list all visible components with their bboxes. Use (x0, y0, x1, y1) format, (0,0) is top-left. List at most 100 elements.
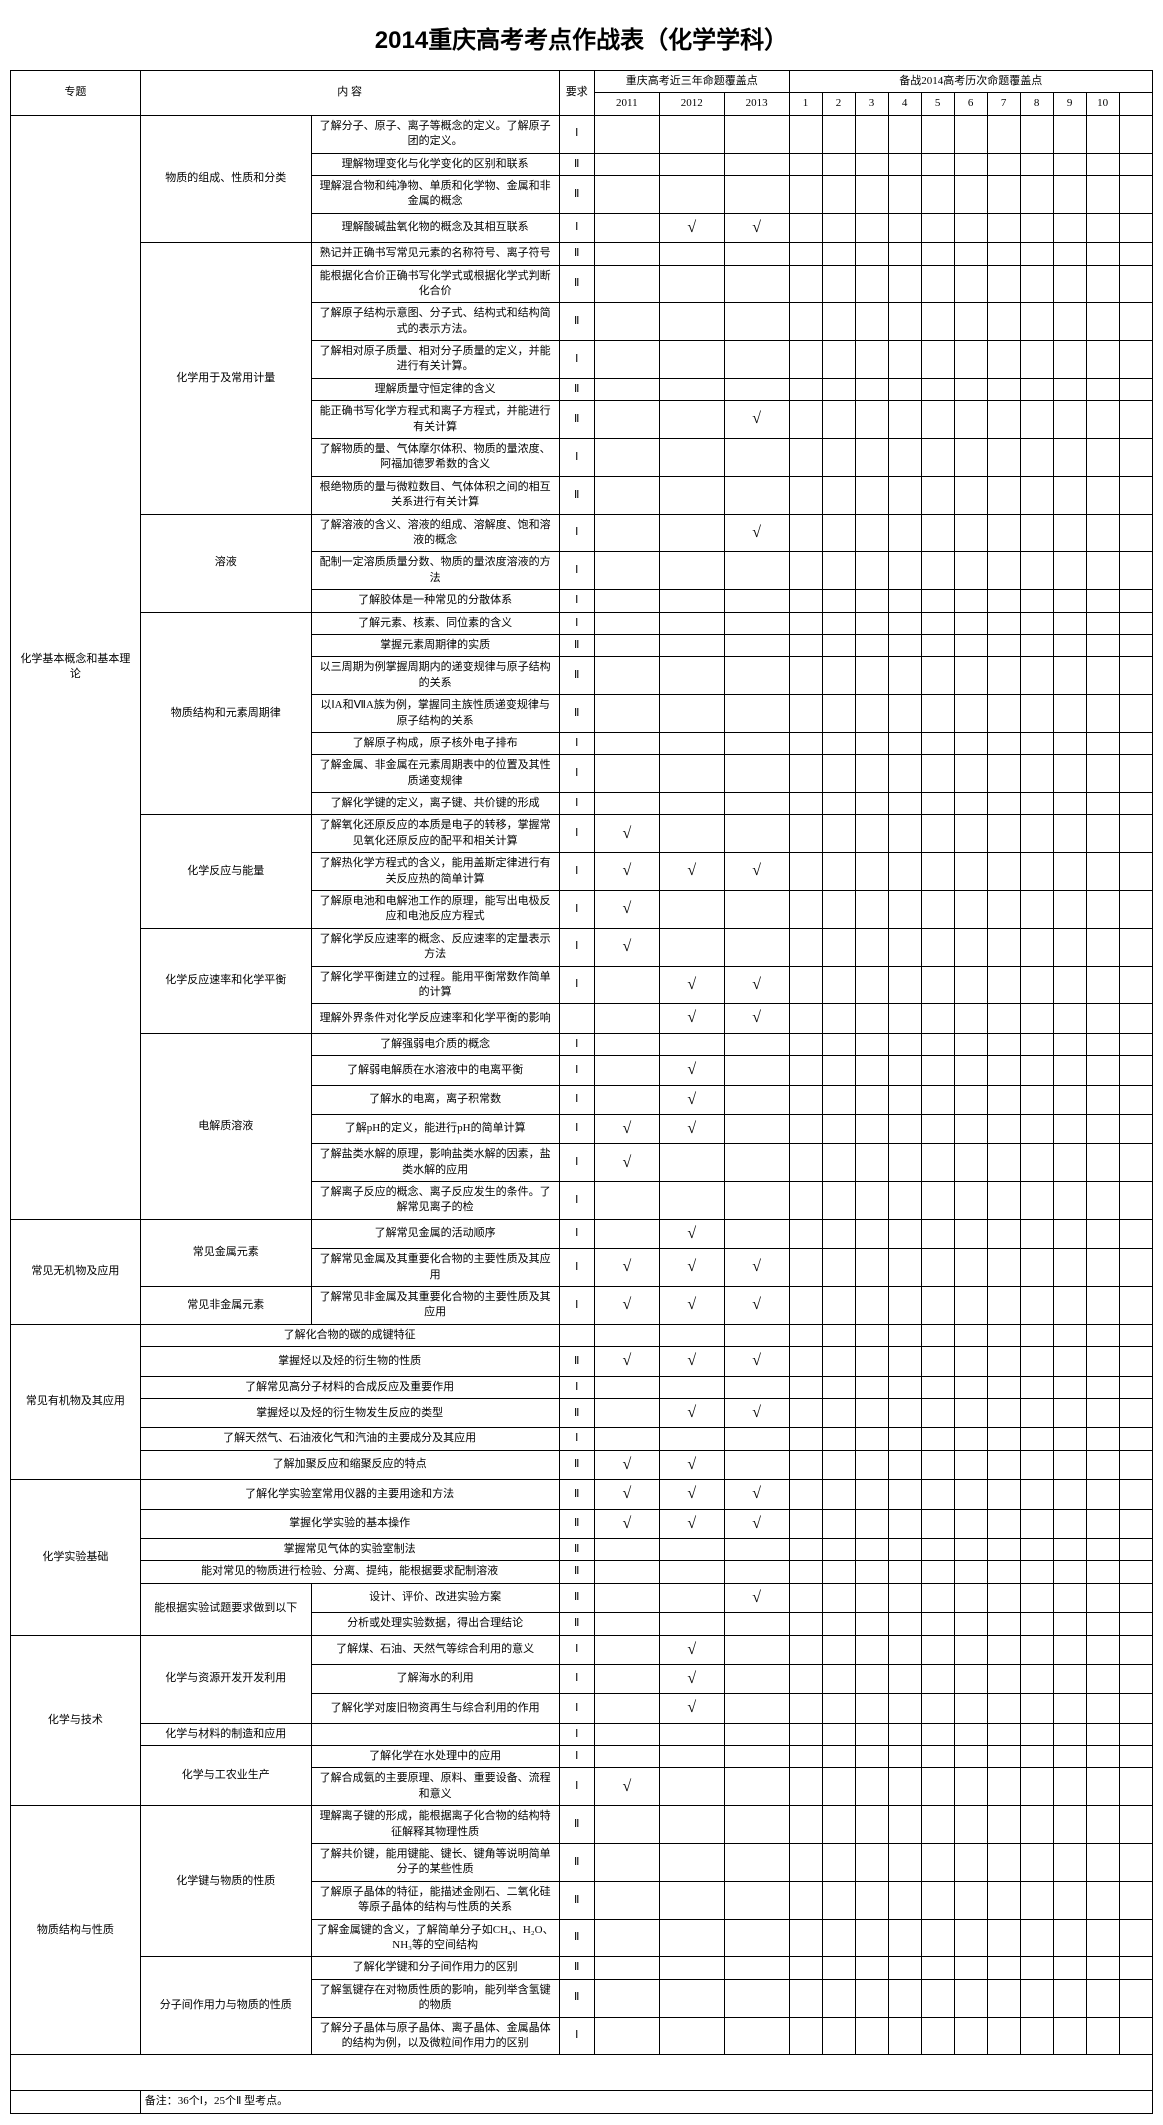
round-cell (1020, 1033, 1053, 1055)
round-cell (855, 153, 888, 175)
round-cell (888, 1056, 921, 1085)
round-cell (921, 1723, 954, 1745)
year-check-cell: √ (659, 1114, 724, 1143)
year-check-cell (724, 1919, 789, 1957)
table-row: 化学反应与能量了解氧化还原反应的本质是电子的转移，掌握常见氧化还原反应的配平和相… (11, 815, 1153, 853)
round-cell (1020, 153, 1053, 175)
year-check-cell (594, 378, 659, 400)
requirement-cell: Ⅰ (559, 1768, 594, 1806)
round-cell (1020, 1509, 1053, 1538)
year-check-cell (594, 1004, 659, 1033)
table-row: 常见无机物及应用常见金属元素了解常见金属的活动顺序Ⅰ√ (11, 1219, 1153, 1248)
topic-cell: 常见有机物及其应用 (11, 1324, 141, 1479)
round-cell (888, 755, 921, 793)
detail-cell: 根绝物质的量与微粒数目、气体体积之间的相互关系进行有关计算 (311, 476, 559, 514)
round-cell (789, 1480, 822, 1509)
round-cell (954, 1635, 987, 1664)
round-cell (921, 1144, 954, 1182)
round-cell (921, 928, 954, 966)
round-cell (822, 1979, 855, 2017)
detail-cell: 了解化学平衡建立的过程。能用平衡常数作简单的计算 (311, 966, 559, 1004)
year-check-cell (659, 1768, 724, 1806)
round-cell (789, 153, 822, 175)
year-check-cell (724, 815, 789, 853)
round-cell (855, 2017, 888, 2055)
round-cell (1119, 243, 1152, 265)
subtopic-cell: 能根据实验试题要求做到以下 (140, 1583, 311, 1635)
round-cell (987, 213, 1020, 242)
content-detail-cell: 掌握化学实验的基本操作 (140, 1509, 559, 1538)
round-cell (954, 1376, 987, 1398)
round-cell (921, 1450, 954, 1479)
round-cell (888, 1249, 921, 1287)
table-row: 了解常见高分子材料的合成反应及重要作用Ⅰ (11, 1376, 1153, 1398)
round-cell (789, 115, 822, 153)
round-cell (1119, 1144, 1152, 1182)
round-cell (789, 1056, 822, 1085)
round-cell (822, 1746, 855, 1768)
round-cell (1086, 1144, 1119, 1182)
round-cell (1053, 793, 1086, 815)
requirement-cell: Ⅰ (559, 1219, 594, 1248)
year-check-cell (594, 552, 659, 590)
round-cell (921, 1979, 954, 2017)
round-cell (855, 1287, 888, 1325)
round-cell (954, 1033, 987, 1055)
round-cell (822, 243, 855, 265)
round-cell (1020, 755, 1053, 793)
round-cell (855, 378, 888, 400)
round-cell (921, 755, 954, 793)
round-cell (1020, 1114, 1053, 1143)
requirement-cell: Ⅱ (559, 1583, 594, 1612)
round-cell (789, 439, 822, 477)
round-cell (789, 1957, 822, 1979)
round-cell (987, 1144, 1020, 1182)
year-check-cell (724, 243, 789, 265)
round-cell (1086, 590, 1119, 612)
round-cell (1086, 1033, 1119, 1055)
round-cell (822, 755, 855, 793)
detail-cell: 配制一定溶质质量分数、物质的量浓度溶液的方法 (311, 552, 559, 590)
requirement-cell: Ⅱ (559, 401, 594, 439)
round-cell (1086, 1538, 1119, 1560)
round-cell (888, 1219, 921, 1248)
year-check-cell (724, 1376, 789, 1398)
round-cell (855, 303, 888, 341)
round-cell (954, 439, 987, 477)
requirement-cell: Ⅱ (559, 175, 594, 213)
round-cell (1020, 1613, 1053, 1635)
requirement-cell: Ⅰ (559, 755, 594, 793)
year-check-cell (724, 793, 789, 815)
year-check-cell (724, 378, 789, 400)
detail-cell: 了解常见金属的活动顺序 (311, 1219, 559, 1248)
year-check-cell (724, 265, 789, 303)
round-cell (1020, 439, 1053, 477)
round-cell (921, 303, 954, 341)
round-cell (888, 1287, 921, 1325)
round-cell (1086, 1085, 1119, 1114)
round-cell (1086, 1450, 1119, 1479)
year-check-cell: √ (594, 891, 659, 929)
round-cell (789, 1768, 822, 1806)
round-cell (1119, 891, 1152, 929)
year-check-cell (659, 514, 724, 552)
round-cell (1086, 115, 1119, 153)
round-cell (921, 115, 954, 153)
round-cell (888, 378, 921, 400)
round-cell (1053, 1287, 1086, 1325)
round-cell (855, 213, 888, 242)
requirement-cell: Ⅱ (559, 303, 594, 341)
round-cell (822, 1056, 855, 1085)
round-cell (888, 891, 921, 929)
round-cell (987, 552, 1020, 590)
round-cell (888, 514, 921, 552)
round-cell (855, 1844, 888, 1882)
round-cell (1119, 1768, 1152, 1806)
subtopic-cell: 化学与工农业生产 (140, 1746, 311, 1806)
year-check-cell (594, 657, 659, 695)
round-cell (789, 815, 822, 853)
round-cell (888, 815, 921, 853)
round-cell (1086, 175, 1119, 213)
round-cell (822, 634, 855, 656)
round-cell (1119, 1004, 1152, 1033)
